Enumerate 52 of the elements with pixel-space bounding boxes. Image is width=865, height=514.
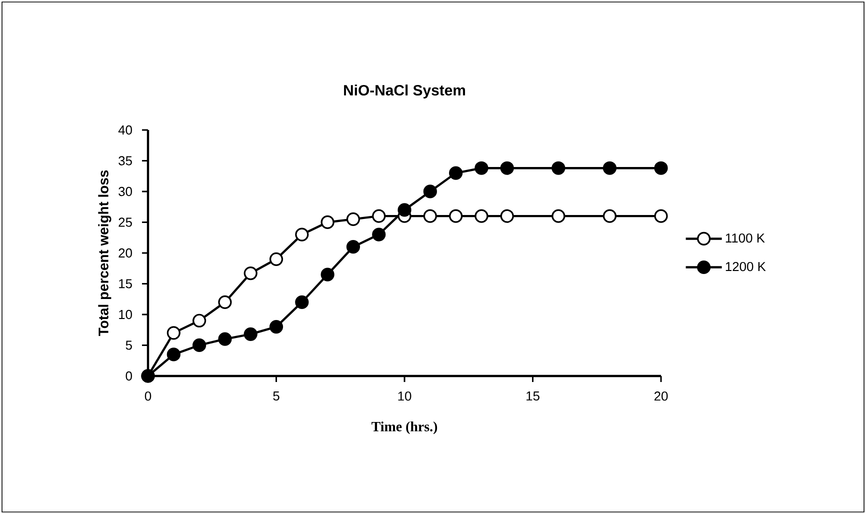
point [602,161,617,175]
x-tick-label: 10 [398,392,412,401]
point [320,268,334,282]
x-tick-label: 5 [273,392,280,401]
y-tick-label: 20 [118,248,132,258]
y-tick-label: 10 [119,310,132,320]
point [346,212,360,226]
y-tick-label: 15 [119,279,132,288]
point [269,252,284,266]
point [398,203,412,217]
point [320,215,334,230]
point [372,209,386,223]
point [500,209,514,223]
point [192,338,206,352]
point [295,228,309,242]
point [295,295,309,309]
y-tick-label: 30 [118,186,132,196]
point [423,184,437,198]
point [192,314,206,328]
point [654,161,668,175]
point [218,295,232,309]
x-tick-label: 0 [144,392,152,401]
y-tick-label: 35 [118,156,132,166]
point [244,266,258,280]
y-axis-title: Total percent weight loss [98,170,112,336]
point [166,348,180,362]
y-tick-label: 0 [126,371,132,381]
point [372,228,386,242]
point [346,240,360,254]
point [654,209,668,223]
y-tick-label: 40 [118,125,132,135]
point [602,209,617,223]
chart-title: NiO-NaCl System [344,84,466,98]
point [500,161,514,175]
point [423,209,437,223]
point [269,320,284,334]
x-tick-label: 15 [526,392,540,401]
point [552,161,566,175]
point [244,327,258,341]
point [474,161,488,175]
point [552,209,566,223]
point [474,209,488,223]
point [449,209,463,223]
y-tick-label: 5 [126,340,132,350]
x-tick-label: 20 [654,392,668,401]
point [449,166,463,180]
point [166,326,180,340]
x-axis-title: Time (hrs.) [372,422,438,434]
legend-label: 1200 K [726,262,766,272]
point [218,332,232,346]
legend-label: 1100 K [726,233,765,243]
y-tick-label: 25 [118,218,132,227]
